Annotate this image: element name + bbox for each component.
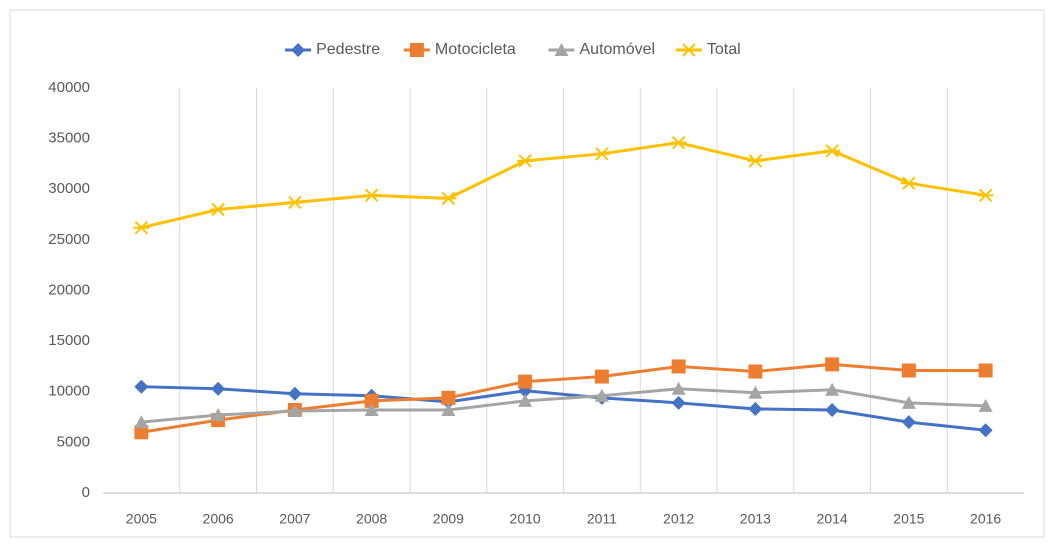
legend-label: Pedestre <box>316 41 380 58</box>
series-line <box>141 385 986 432</box>
marker <box>133 221 150 235</box>
x-tick-label: 2011 <box>587 511 617 527</box>
chart-frame <box>9 9 1045 538</box>
marker <box>364 402 379 416</box>
marker <box>211 408 226 422</box>
legend: Pedestre Motocicleta Automóvel Total <box>285 41 741 58</box>
marker <box>670 135 687 150</box>
y-tick-label: 15000 <box>48 332 90 349</box>
marker <box>901 415 916 430</box>
marker <box>825 357 840 372</box>
y-tick-label: 0 <box>82 484 90 501</box>
marker <box>900 176 917 190</box>
marker <box>286 195 303 210</box>
x-tick-label: 2012 <box>663 511 694 527</box>
legend-marker <box>680 43 697 57</box>
x-tick-label: 2005 <box>126 511 157 527</box>
marker <box>134 415 149 429</box>
x-tick-label: 2014 <box>817 511 848 527</box>
y-tick-label: 10000 <box>48 383 90 400</box>
legend-marker <box>291 43 306 57</box>
marker <box>901 395 916 409</box>
marker <box>363 188 380 203</box>
marker <box>134 379 149 394</box>
marker <box>748 401 763 416</box>
x-tick-label: 2013 <box>740 511 771 527</box>
x-tick-label: 2016 <box>970 511 1001 527</box>
y-tick-label: 40000 <box>48 79 90 96</box>
marker <box>441 402 456 416</box>
x-tick-label: 2008 <box>356 511 387 527</box>
legend-marker <box>409 43 424 57</box>
marker <box>747 154 764 168</box>
legend-label: Total <box>707 41 741 58</box>
marker <box>671 381 686 395</box>
x-tick-label: 2007 <box>279 511 310 527</box>
marker <box>593 147 610 161</box>
series-line <box>141 387 986 424</box>
marker <box>671 395 686 410</box>
marker <box>825 402 840 417</box>
marker <box>364 393 379 408</box>
legend-marker <box>554 43 569 56</box>
marker <box>287 403 302 417</box>
marker <box>977 188 994 203</box>
marker <box>440 191 457 206</box>
y-tick-label: 20000 <box>48 281 90 298</box>
marker <box>594 369 609 384</box>
legend-label: Motocicleta <box>435 41 516 58</box>
legend-label: Automóvel <box>580 41 656 58</box>
marker <box>210 202 227 217</box>
y-tick-label: 30000 <box>48 180 90 197</box>
marker <box>518 374 533 389</box>
marker <box>441 390 456 405</box>
marker <box>517 154 534 168</box>
x-tick-label: 2006 <box>203 511 234 527</box>
marker <box>134 425 149 440</box>
marker <box>978 363 993 378</box>
x-tick-label: 2010 <box>510 511 541 527</box>
marker <box>518 393 533 407</box>
marker <box>287 386 302 401</box>
marker <box>978 398 993 412</box>
y-tick-label: 25000 <box>48 231 90 248</box>
marker <box>901 363 916 378</box>
x-tick-label: 2015 <box>893 511 924 527</box>
marker <box>748 364 763 379</box>
y-tick-label: 5000 <box>57 433 90 450</box>
marker <box>825 382 840 396</box>
series-line <box>141 141 986 230</box>
marker <box>978 423 993 438</box>
marker <box>824 144 841 158</box>
x-tick-label: 2009 <box>433 511 464 527</box>
y-tick-label: 35000 <box>48 130 90 147</box>
marker <box>671 359 686 374</box>
marker <box>211 381 226 396</box>
marker <box>594 388 609 402</box>
marker <box>748 385 763 399</box>
